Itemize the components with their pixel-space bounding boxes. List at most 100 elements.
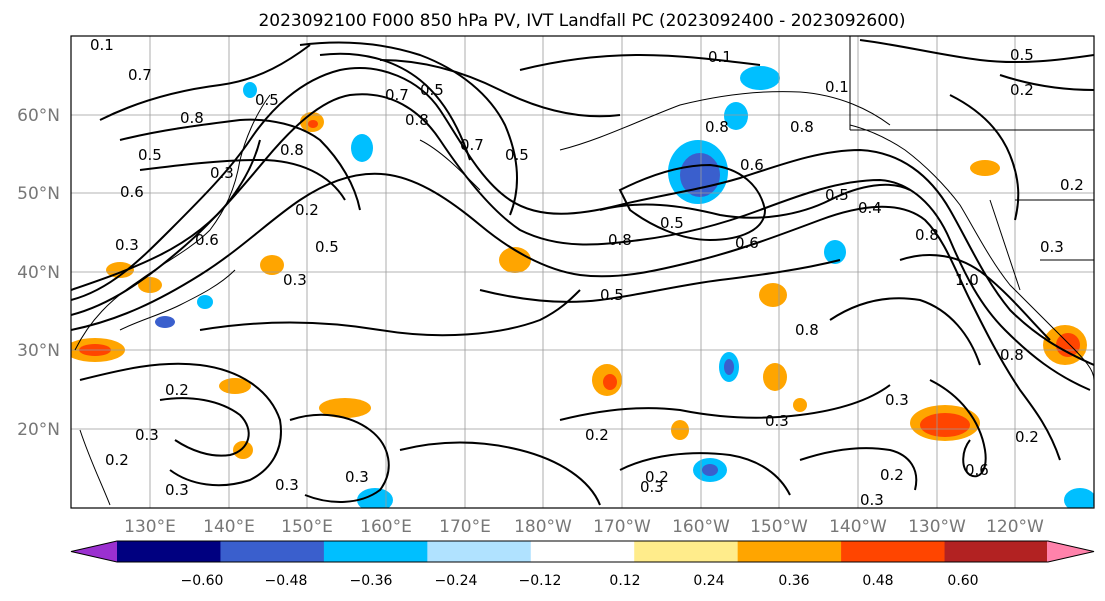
contour-label: 0.2 (165, 381, 189, 399)
contour-label: 0.5 (505, 146, 529, 164)
colorbar-segment (117, 541, 222, 562)
contour-label: 0.3 (885, 391, 909, 409)
lat-label-20n: 20°N (17, 420, 60, 440)
colorbar (70, 540, 1095, 563)
lat-label-30n: 30°N (17, 341, 60, 361)
contour-label: 0.7 (385, 86, 409, 104)
contour-label: 0.8 (1000, 346, 1024, 364)
longitude-labels: 130°E 140°E 150°E 160°E 170°E 180°W 170°… (124, 517, 1044, 537)
colorbar-tick-label: 0.48 (862, 573, 893, 589)
contour-label: 0.5 (600, 286, 624, 304)
contour-label: 0.8 (180, 109, 204, 127)
lon-label: 140°E (203, 517, 255, 537)
contour-label: 0.5 (1010, 46, 1034, 64)
contour-label: 0.6 (735, 234, 759, 252)
colorbar-segment (220, 541, 325, 562)
colorbar-segment (530, 541, 635, 562)
lon-label: 150°W (750, 517, 808, 537)
colorbar-segment (634, 541, 739, 562)
contour-label: 0.5 (255, 91, 279, 109)
graticule (71, 36, 1094, 508)
contour-label: 0.1 (90, 36, 114, 54)
contour-label: 0.1 (825, 78, 849, 96)
colorbar-tick-label: 0.60 (947, 573, 978, 589)
lon-label: 150°E (281, 517, 333, 537)
contour-label: 0.8 (915, 226, 939, 244)
colorbar-tick-label: −0.60 (181, 573, 224, 589)
lat-label-60n: 60°N (17, 106, 60, 126)
lon-label: 120°W (986, 517, 1044, 537)
contour-label: 0.2 (105, 451, 129, 469)
contour-label: 0.8 (280, 141, 304, 159)
colorbar-extend-max (1047, 541, 1094, 562)
contour-label: 1.0 (955, 271, 979, 289)
lat-label-40n: 40°N (17, 263, 60, 283)
contour-label: 0.2 (585, 426, 609, 444)
lon-label: 170°E (439, 517, 491, 537)
colorbar-tick-label: −0.36 (350, 573, 393, 589)
lon-label: 160°W (672, 517, 730, 537)
colorbar-tick-label: −0.24 (435, 573, 478, 589)
colorbar-tick-label: −0.48 (265, 573, 308, 589)
colorbar-tick-label: 0.12 (609, 573, 640, 589)
contour-label: 0.2 (1015, 428, 1039, 446)
contour-label: 0.2 (1060, 176, 1084, 194)
contour-label: 0.8 (790, 118, 814, 136)
colorbar-tick-label: 0.24 (693, 573, 724, 589)
lon-label: 140°W (829, 517, 887, 537)
colorbar-outline (70, 540, 1095, 563)
contour-label: 0.3 (275, 476, 299, 494)
contour-label: 0.8 (795, 321, 819, 339)
contour-label: 0.5 (138, 146, 162, 164)
contour-label: 0.3 (345, 468, 369, 486)
coastlines (74, 36, 1094, 506)
lon-label: 180°W (514, 517, 572, 537)
colorbar-segment (427, 541, 532, 562)
contour-label: 0.5 (315, 238, 339, 256)
contour-label: 0.8 (608, 231, 632, 249)
contour-label: 0.5 (660, 214, 684, 232)
contour-labels: 0.7 0.5 0.8 0.7 0.8 0.8 0.7 0.6 0.3 0.5 … (90, 36, 1084, 509)
latitude-labels: 60°N 50°N 40°N 30°N 20°N (17, 106, 60, 440)
contour-label: 0.3 (210, 164, 234, 182)
lon-label: 130°E (124, 517, 176, 537)
colorbar-segment (323, 541, 428, 562)
contour-label: 0.7 (460, 136, 484, 154)
contour-label: 0.3 (283, 271, 307, 289)
map-panel: 0.7 0.5 0.8 0.7 0.8 0.8 0.7 0.6 0.3 0.5 … (70, 35, 1095, 509)
contour-label: 0.3 (135, 426, 159, 444)
contour-label: 0.5 (420, 81, 444, 99)
lat-label-50n: 50°N (17, 184, 60, 204)
contour-label: 0.6 (965, 461, 989, 479)
contour-label: 0.8 (705, 118, 729, 136)
contour-label: 0.3 (1040, 238, 1064, 256)
contour-label: 0.6 (120, 183, 144, 201)
contour-label: 0.3 (640, 478, 664, 496)
contour-label: 0.6 (195, 231, 219, 249)
contour-label: 0.1 (708, 48, 732, 66)
contour-label: 0.3 (115, 236, 139, 254)
contour-label: 0.3 (860, 491, 884, 509)
colorbar-segment (841, 541, 946, 562)
colorbar-tick-label: 0.36 (778, 573, 809, 589)
contour-label: 0.8 (405, 111, 429, 129)
map-frame (70, 35, 1095, 509)
contour-label: 0.3 (165, 481, 189, 499)
contour-label: 0.2 (1010, 81, 1034, 99)
contour-label: 0.5 (825, 186, 849, 204)
colorbar-segment (737, 541, 842, 562)
colorbar-tick-label: −0.12 (519, 573, 562, 589)
contour-label: 0.7 (128, 66, 152, 84)
colorbar-tick-labels: −0.60 −0.48 −0.36 −0.24 −0.12 0.12 0.24 … (181, 573, 979, 589)
contour-label: 0.6 (740, 156, 764, 174)
contour-label: 0.3 (765, 412, 789, 430)
colorbar-segment (944, 541, 1049, 562)
contour-label: 0.2 (295, 201, 319, 219)
map-title: 2023092100 F000 850 hPa PV, IVT Landfall… (258, 11, 905, 31)
contour-label: 0.2 (645, 468, 669, 486)
lon-label: 130°W (908, 517, 966, 537)
colorbar-extend-min (71, 541, 118, 562)
lon-label: 170°W (593, 517, 651, 537)
lon-label: 160°E (360, 517, 412, 537)
